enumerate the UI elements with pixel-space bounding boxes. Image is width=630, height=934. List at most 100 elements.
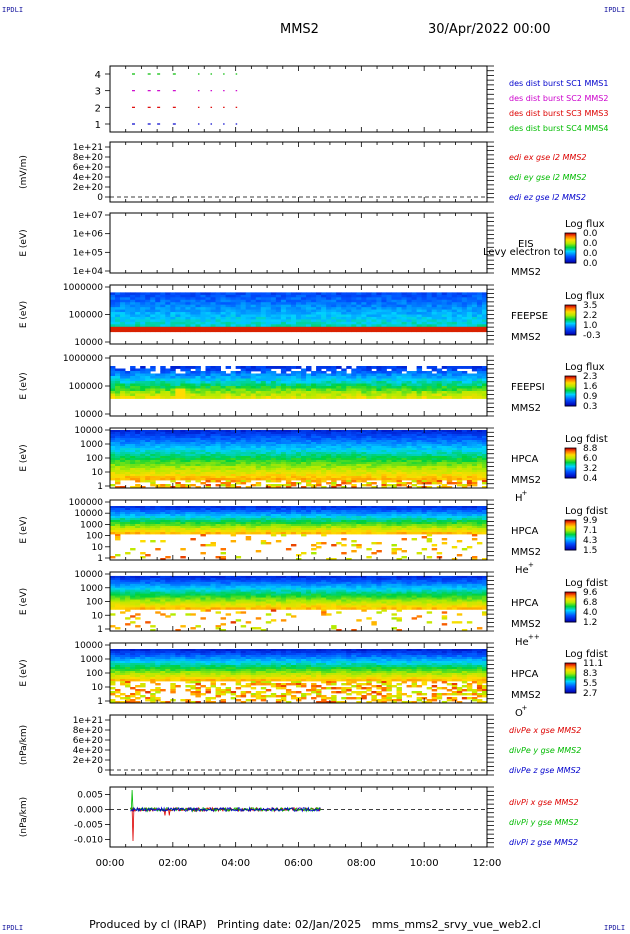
hpca_h-cell xyxy=(240,470,247,473)
feepsi-cell xyxy=(466,366,473,369)
hpca_h-cell xyxy=(381,438,387,441)
feepse-cell xyxy=(230,312,237,315)
feepse-cell xyxy=(190,312,196,315)
feepse-cell xyxy=(140,292,146,296)
feepsi-cell xyxy=(285,383,292,387)
feepsi-cell xyxy=(416,391,423,394)
hpca_h-cell xyxy=(265,436,272,439)
feepsi-cell xyxy=(386,373,392,377)
hpca_h-cell xyxy=(160,474,166,477)
feepse-cell xyxy=(406,324,412,328)
hpca_h-cell xyxy=(295,456,302,459)
feepse-cell xyxy=(306,321,312,325)
feepsi-cell xyxy=(326,373,332,377)
hpca_h-cell xyxy=(150,436,156,439)
hpca_h-cell xyxy=(406,476,412,479)
feepse-cell xyxy=(130,321,136,325)
hpca_h-cell xyxy=(135,478,141,481)
feepsi-cell xyxy=(215,386,221,389)
feepsi-cell xyxy=(451,378,458,382)
hpca_h-cell xyxy=(245,476,252,479)
hpca_h-cell xyxy=(260,440,267,443)
feepse-cell xyxy=(195,319,201,323)
feepsi-cell xyxy=(160,371,166,374)
feepse-cell xyxy=(175,304,181,308)
hpca_he-cell xyxy=(115,510,121,513)
feepse-cell xyxy=(245,299,252,303)
feepse-cell xyxy=(125,324,131,328)
hpca_h-cell xyxy=(356,470,362,473)
hpca_h-cell xyxy=(411,448,418,451)
feepse-cell xyxy=(175,324,181,328)
feepse-cell xyxy=(481,321,488,325)
hpca_h-cell xyxy=(376,432,382,435)
feepsi-cell xyxy=(476,366,483,369)
feepsi-cell xyxy=(321,378,327,382)
feepse-cell xyxy=(401,294,407,298)
divpe-y-tick-label: 0 xyxy=(97,766,103,776)
feepse-cell xyxy=(386,314,392,318)
hpca_h-cell xyxy=(205,450,211,453)
hpca_h-cell xyxy=(391,468,397,471)
feepse-cell xyxy=(160,329,166,333)
feepse-cell xyxy=(471,321,478,325)
hpca_h-cell xyxy=(476,442,483,445)
hpca_h-cell xyxy=(120,454,126,457)
feepse-cell xyxy=(180,321,186,325)
hpca_h-cell xyxy=(466,442,473,445)
hpca_h-cell xyxy=(110,452,116,455)
feepsi-cell xyxy=(200,391,206,394)
feepsi-cell xyxy=(190,383,196,387)
hpca_h-cell xyxy=(260,472,267,475)
hpca_h-cell xyxy=(386,436,392,439)
feepse-cell xyxy=(230,319,237,323)
feepse-cell xyxy=(416,309,423,313)
hpca_he-cell xyxy=(120,516,126,519)
hpca_h-cell xyxy=(240,446,247,449)
feepsi-colorbar-cell xyxy=(565,402,576,404)
feepse-cell xyxy=(461,321,468,325)
hpca_h-cell xyxy=(431,470,438,473)
feepse-cell xyxy=(145,309,151,313)
hpca_h-cell xyxy=(215,452,221,455)
hpca_h-cell xyxy=(120,476,126,479)
feepsi-cell xyxy=(195,383,201,387)
feepsi-cell xyxy=(456,391,463,394)
hpca_h-cell xyxy=(275,486,282,489)
feepse-cell xyxy=(436,314,443,318)
feepse-cell xyxy=(280,292,287,296)
hpca_h-cell xyxy=(351,466,357,469)
hpca_h-cell xyxy=(240,456,247,459)
feepse-cell xyxy=(185,314,191,318)
hpca_h-cell xyxy=(341,450,347,453)
hpca_h-cell xyxy=(466,448,473,451)
eis-colorbar-cell xyxy=(565,250,576,252)
feepse-cell xyxy=(185,292,191,296)
feepse-cell xyxy=(200,314,206,318)
hpca_h-cell xyxy=(396,462,402,465)
feepsi-cell xyxy=(416,381,423,384)
hpca_h-cell xyxy=(245,436,252,439)
hpca_h-cell xyxy=(205,470,211,473)
hpca_h-cell xyxy=(391,452,397,455)
feepse-cell xyxy=(461,292,468,296)
hpca_h-cell xyxy=(155,484,161,487)
feepse-cell xyxy=(270,304,277,308)
hpca_h-cell xyxy=(190,430,196,433)
feepse-cell xyxy=(426,312,433,315)
hpca_h-cell xyxy=(466,464,473,467)
hpca_h-cell xyxy=(341,434,347,437)
hpca_h-cell xyxy=(115,442,121,445)
hpca_h-cell xyxy=(446,456,453,459)
hpca_h-cell xyxy=(255,450,262,453)
hpca_h-cell xyxy=(326,478,332,481)
hpca_h-cell xyxy=(270,478,277,481)
feepse-cell xyxy=(336,329,342,333)
hpca_h-cell xyxy=(200,474,206,477)
hpca_h-cell xyxy=(115,456,121,459)
hpca_h-cell xyxy=(120,486,126,489)
hpca_h-cell xyxy=(346,482,352,485)
feepsi-cell xyxy=(195,368,201,372)
feepse-cell xyxy=(280,316,287,320)
feepsi-cell xyxy=(481,381,488,384)
